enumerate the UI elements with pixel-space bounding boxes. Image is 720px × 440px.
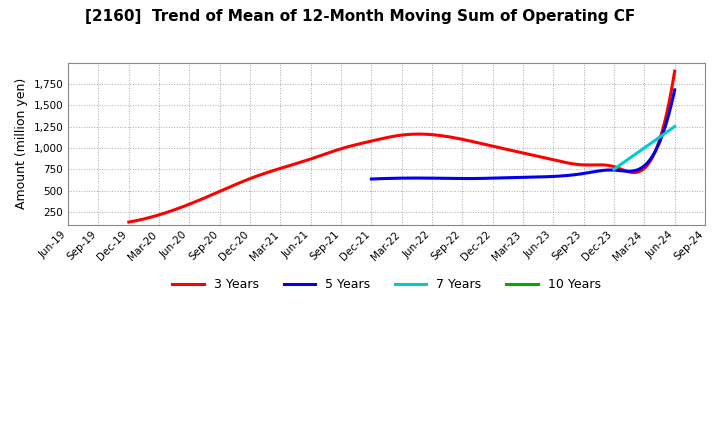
5 Years xyxy=(623,169,631,174)
5 Years xyxy=(367,176,376,182)
Line: 3 Years: 3 Years xyxy=(129,71,675,222)
3 Years xyxy=(125,220,133,225)
5 Years xyxy=(368,176,377,182)
3 Years xyxy=(585,162,593,168)
5 Years xyxy=(548,174,557,179)
3 Years xyxy=(459,137,467,142)
5 Years xyxy=(670,87,679,92)
3 Years xyxy=(619,168,628,173)
Line: 7 Years: 7 Years xyxy=(614,127,675,169)
3 Years xyxy=(448,135,456,140)
Line: 5 Years: 5 Years xyxy=(372,90,675,179)
7 Years xyxy=(610,167,618,172)
5 Years xyxy=(546,174,555,179)
Text: [2160]  Trend of Mean of 12-Month Moving Sum of Operating CF: [2160] Trend of Mean of 12-Month Moving … xyxy=(85,9,635,24)
Y-axis label: Amount (million yen): Amount (million yen) xyxy=(15,78,28,209)
3 Years xyxy=(670,69,679,74)
5 Years xyxy=(553,174,562,179)
Legend: 3 Years, 5 Years, 7 Years, 10 Years: 3 Years, 5 Years, 7 Years, 10 Years xyxy=(168,273,606,296)
5 Years xyxy=(642,161,651,167)
3 Years xyxy=(126,219,135,224)
7 Years xyxy=(670,124,679,129)
7 Years xyxy=(640,145,649,150)
3 Years xyxy=(449,135,458,140)
